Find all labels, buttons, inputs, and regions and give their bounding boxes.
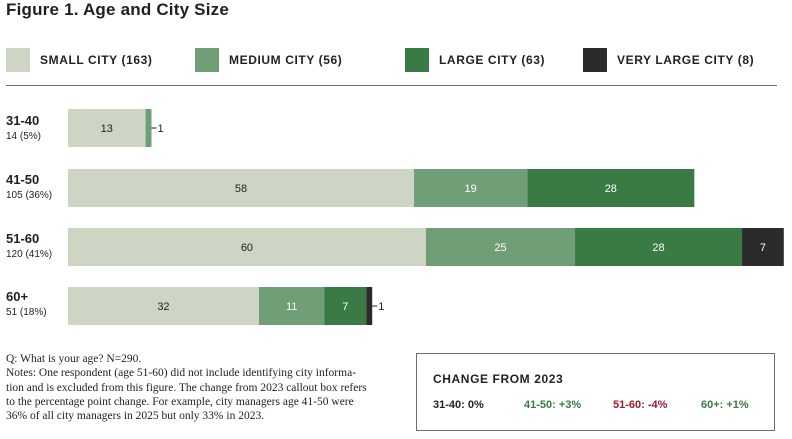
legend-label-very-large-city: VERY LARGE CITY (8) bbox=[617, 53, 755, 67]
bar-60plus-very-large-city bbox=[366, 287, 373, 325]
data-label-51-60-very-large-city: 7 bbox=[760, 242, 766, 254]
category-count-60plus: 51 (18%) bbox=[6, 307, 47, 318]
legend-label-small-city: SMALL CITY (163) bbox=[40, 53, 153, 67]
data-label-41-50-small-city: 58 bbox=[235, 183, 247, 195]
legend-item-small-city: SMALL CITY (163) bbox=[6, 48, 153, 72]
data-label-41-50-large-city: 28 bbox=[605, 183, 617, 195]
data-label-51-60-medium-city: 25 bbox=[494, 242, 506, 254]
bar-60plus-small-city bbox=[68, 287, 259, 325]
notes-line: 36% of all city managers in 2025 but onl… bbox=[6, 410, 265, 423]
data-label-60plus-small-city: 32 bbox=[157, 301, 169, 313]
bar-41-50-small-city bbox=[68, 169, 414, 207]
legend-item-medium-city: MEDIUM CITY (56) bbox=[195, 48, 342, 72]
category-label-41-50: 41-50 bbox=[6, 172, 40, 187]
notes-line: Notes: One respondent (age 51-60) did no… bbox=[6, 367, 357, 380]
data-label-31-40-medium-city: 1 bbox=[158, 123, 164, 135]
data-label-51-60-large-city: 28 bbox=[652, 242, 664, 254]
legend-label-large-city: LARGE CITY (63) bbox=[439, 53, 546, 67]
callout-change-31-40: 31-40: 0% bbox=[433, 399, 484, 411]
data-label-60plus-medium-city: 11 bbox=[286, 301, 297, 313]
data-label-60plus-large-city: 7 bbox=[342, 301, 348, 313]
stacked-bar-chart: 13 1 58 19 28 60 25 28 7 32 11 7 1 bbox=[68, 109, 784, 325]
bar-51-60-very-large-city bbox=[742, 228, 784, 266]
legend-swatch-medium-city bbox=[195, 48, 219, 72]
category-count-51-60: 120 (41%) bbox=[6, 249, 53, 260]
data-label-41-50-medium-city: 19 bbox=[465, 183, 477, 195]
legend-item-very-large-city: VERY LARGE CITY (8) bbox=[583, 48, 754, 72]
category-count-41-50: 105 (36%) bbox=[6, 190, 53, 201]
chart-notes: Q: What is your age? N=290. Notes: One r… bbox=[6, 352, 406, 423]
data-label-31-40-small-city: 13 bbox=[101, 123, 113, 135]
data-label-51-60-small-city: 60 bbox=[241, 242, 253, 254]
chart-title: Figure 1. Age and City Size bbox=[6, 0, 229, 19]
category-label-31-40: 31-40 bbox=[6, 113, 40, 128]
bar-41-50-large-city bbox=[527, 169, 695, 207]
change-callout-box: CHANGE FROM 2023 31-40: 0% 41-50: +3% 51… bbox=[416, 353, 775, 431]
bar-60plus-medium-city bbox=[258, 287, 325, 325]
notes-line: to the percentage point change. For exam… bbox=[6, 395, 354, 408]
callout-change-51-60: 51-60: -4% bbox=[613, 399, 668, 411]
bar-31-40-medium-city bbox=[145, 109, 152, 147]
legend-item-large-city: LARGE CITY (63) bbox=[405, 48, 545, 72]
legend-divider bbox=[6, 85, 777, 86]
bar-51-60-small-city bbox=[68, 228, 426, 266]
callout-change-41-50: 41-50: +3% bbox=[524, 399, 582, 411]
legend-swatch-large-city bbox=[405, 48, 429, 72]
bar-31-40-small-city bbox=[68, 109, 146, 147]
callout-title: CHANGE FROM 2023 bbox=[433, 372, 564, 386]
legend-swatch-very-large-city bbox=[583, 48, 607, 72]
notes-line: Q: What is your age? N=290. bbox=[6, 353, 142, 365]
legend-label-medium-city: MEDIUM CITY (56) bbox=[229, 53, 343, 67]
category-label-51-60: 51-60 bbox=[6, 231, 40, 246]
bar-51-60-medium-city bbox=[425, 228, 576, 266]
category-label-60plus: 60+ bbox=[6, 289, 29, 304]
callout-change-60plus: 60+: +1% bbox=[701, 399, 749, 411]
notes-line: tion and is excluded from this figure. T… bbox=[6, 381, 367, 394]
bar-51-60-large-city bbox=[575, 228, 743, 266]
bar-41-50-medium-city bbox=[413, 169, 528, 207]
legend-swatch-small-city bbox=[6, 48, 30, 72]
data-label-60plus-very-large-city: 1 bbox=[378, 301, 384, 313]
bar-60plus-large-city bbox=[324, 287, 367, 325]
category-count-31-40: 14 (5%) bbox=[6, 131, 42, 142]
